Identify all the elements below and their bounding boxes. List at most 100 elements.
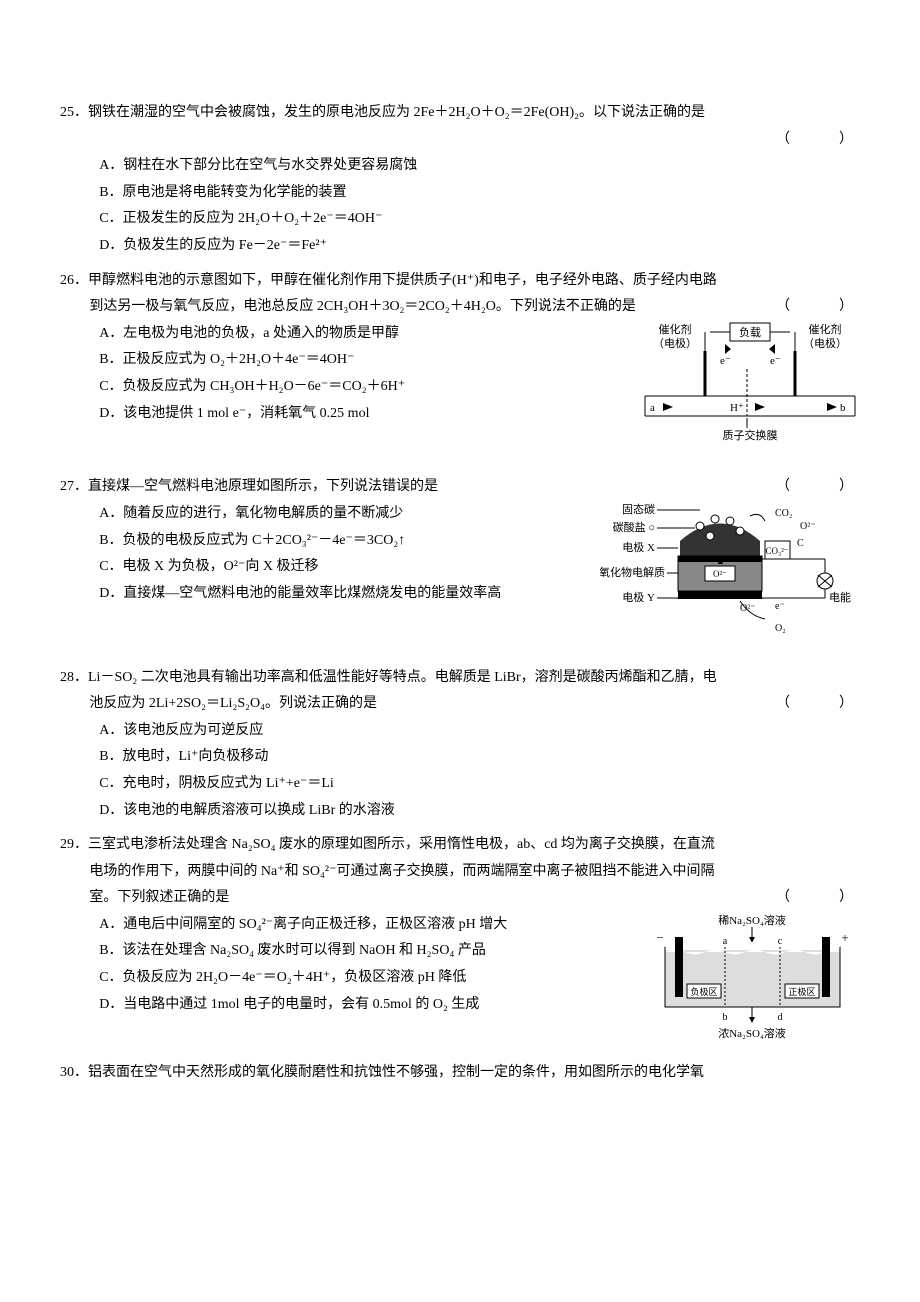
q26-paren: （ ）	[776, 294, 860, 321]
question-26: 26．甲醇燃料电池的示意图如下，甲醇在催化剂作用下提供质子(H⁺)和电子，电子经…	[60, 268, 860, 467]
svg-text:催化剂: 催化剂	[809, 322, 842, 336]
q26-option-d: D．该电池提供 1 mol e⁻，消耗氧气 0.25 mol	[99, 401, 625, 428]
q28-stem1-text: Li－SO₂ 二次电池具有输出功率高和低温性能好等特点。电解质是 LiBr，溶剂…	[88, 670, 717, 685]
q27-option-c: C．电极 X 为负极，O²⁻向 X 极迁移	[99, 554, 590, 581]
q28-paren: （ ）	[776, 691, 860, 718]
question-25: 25．钢铁在潮湿的空气中会被腐蚀，发生的原电池反应为 2Fe＋2H₂O＋O₂＝2…	[60, 100, 860, 260]
q26-options: A．左电极为电池的负极，a 处通入的物质是甲醇 B．正极反应式为 O₂＋2H₂O…	[60, 321, 625, 427]
svg-text:O₂: O₂	[775, 623, 786, 634]
q27-stem-text: 直接煤—空气燃料电池原理如图所示，下列说法错误的是	[88, 479, 438, 494]
question-29: 29．三室式电渗析法处理含 Na₂SO₄ 废水的原理如图所示，采用惰性电极，ab…	[60, 832, 860, 1052]
svg-text:稀Na₂SO₄溶液: 稀Na₂SO₄溶液	[718, 913, 786, 927]
q27-options: A．随着反应的进行，氧化物电解质的量不断减少 B．负极的电极反应式为 C＋2CO…	[60, 501, 590, 607]
q27-paren: （ ）	[805, 474, 860, 501]
q28-option-c: C．充电时，阴极反应式为 Li⁺+e⁻＝Li	[99, 771, 860, 798]
q27-option-d: D．直接煤—空气燃料电池的能量效率比煤燃烧发电的能量效率高	[99, 581, 590, 608]
svg-text:c: c	[778, 936, 783, 947]
q28-stem-line1: 28．Li－SO₂ 二次电池具有输出功率高和低温性能好等特点。电解质是 LiBr…	[60, 665, 860, 692]
q29-option-d: D．当电路中通过 1mol 电子的电量时，会有 0.5mol 的 O₂ 生成	[99, 992, 635, 1019]
svg-text:电极 X: 电极 X	[622, 540, 655, 554]
q27-figure: 固态碳 碳酸盐 ○ 电极 X 氧化物电解质 电极 Y	[600, 501, 860, 657]
q26-stem-line1: 26．甲醇燃料电池的示意图如下，甲醇在催化剂作用下提供质子(H⁺)和电子，电子经…	[60, 268, 860, 295]
svg-text:a: a	[650, 402, 655, 414]
svg-text:C: C	[797, 538, 804, 549]
q25-option-d: D．负极发生的反应为 Fe－2e⁻＝Fe²⁺	[99, 233, 860, 260]
svg-text:e⁻: e⁻	[720, 355, 731, 367]
q29-stem2-text: 电场的作用下，两膜中间的 Na⁺和 SO₄²⁻可通过离子交换膜，而两端隔室中离子…	[89, 864, 714, 879]
q25-number: 25．	[60, 105, 88, 120]
svg-text:质子交换膜: 质子交换膜	[723, 428, 778, 442]
svg-text:O²⁻: O²⁻	[713, 569, 727, 579]
svg-text:a: a	[723, 936, 728, 947]
q25-stem: 25．钢铁在潮湿的空气中会被腐蚀，发生的原电池反应为 2Fe＋2H₂O＋O₂＝2…	[60, 100, 860, 127]
svg-text:电能: 电能	[829, 590, 851, 604]
q26-option-a: A．左电极为电池的负极，a 处通入的物质是甲醇	[99, 321, 625, 348]
svg-text:H⁺: H⁺	[730, 402, 744, 414]
q25-option-b: B．原电池是将电能转变为化学能的装置	[99, 180, 860, 207]
svg-text:正极区: 正极区	[788, 986, 815, 997]
q26-stem2-text: 到达另一极与氧气反应，电池总反应 2CH₃OH＋3O₂＝2CO₂＋4H₂O。下列…	[89, 299, 635, 314]
q28-number: 28．	[60, 670, 88, 685]
q28-option-a: A．该电池反应为可逆反应	[99, 718, 860, 745]
svg-text:e⁻: e⁻	[775, 601, 785, 612]
q28-option-d: D．该电池的电解质溶液可以换成 LiBr 的水溶液	[99, 798, 860, 825]
svg-text:（电极）: （电极）	[803, 336, 847, 350]
q28-stem-line2: 池反应为 2Li+2SO₂＝Li₂S₂O₄。列说法正确的是 （ ）	[60, 691, 860, 718]
q26-option-c: C．负极反应式为 CH₃OH＋H₂O－6e⁻＝CO₂＋6H⁺	[99, 374, 625, 401]
q27-stem: 27．直接煤—空气燃料电池原理如图所示，下列说法错误的是 （ ）	[60, 474, 860, 501]
q25-option-a: A．钢柱在水下部分比在空气与水交界处更容易腐蚀	[99, 153, 860, 180]
question-30: 30．铝表面在空气中天然形成的氧化膜耐磨性和抗蚀性不够强，控制一定的条件，用如图…	[60, 1060, 860, 1087]
q25-option-c: C．正极发生的反应为 2H₂O＋O₂＋2e⁻＝4OH⁻	[99, 206, 860, 233]
q29-stem3-text: 室。下列叙述正确的是	[89, 890, 229, 905]
q26-stem1-text: 甲醇燃料电池的示意图如下，甲醇在催化剂作用下提供质子(H⁺)和电子，电子经外电路…	[88, 273, 717, 288]
svg-text:b: b	[840, 402, 846, 414]
svg-text:CO₂: CO₂	[775, 508, 792, 519]
q25-stem-text: 钢铁在潮湿的空气中会被腐蚀，发生的原电池反应为 2Fe＋2H₂O＋O₂＝2Fe(…	[88, 105, 705, 120]
svg-text:浓Na₂SO₄溶液: 浓Na₂SO₄溶液	[718, 1026, 786, 1040]
q25-options: A．钢柱在水下部分比在空气与水交界处更容易腐蚀 B．原电池是将电能转变为化学能的…	[60, 153, 860, 259]
svg-text:负载: 负载	[739, 325, 761, 339]
q26-number: 26．	[60, 273, 88, 288]
question-28: 28．Li－SO₂ 二次电池具有输出功率高和低温性能好等特点。电解质是 LiBr…	[60, 665, 860, 825]
q29-stem1-text: 三室式电渗析法处理含 Na₂SO₄ 废水的原理如图所示，采用惰性电极，ab、cd…	[88, 837, 715, 852]
svg-text:b: b	[723, 1012, 728, 1023]
svg-text:O²⁻: O²⁻	[800, 521, 816, 532]
q28-options: A．该电池反应为可逆反应 B．放电时，Li⁺向负极移动 C．充电时，阴极反应式为…	[60, 718, 860, 824]
q29-number: 29．	[60, 837, 88, 852]
svg-text:催化剂: 催化剂	[659, 322, 692, 336]
q29-option-a: A．通电后中间隔室的 SO₄²⁻离子向正极迁移，正极区溶液 pH 增大	[99, 912, 635, 939]
svg-text:固态碳: 固态碳	[622, 502, 655, 516]
svg-text:e⁻: e⁻	[770, 355, 781, 367]
q29-figure: 稀Na₂SO₄溶液 − + a c	[645, 912, 860, 1053]
svg-text:d: d	[778, 1012, 783, 1023]
q30-stem: 30．铝表面在空气中天然形成的氧化膜耐磨性和抗蚀性不够强，控制一定的条件，用如图…	[60, 1060, 860, 1087]
electrodialysis-diagram-icon: 稀Na₂SO₄溶液 − + a c	[645, 912, 860, 1042]
q29-option-c: C．负极反应为 2H₂O－4e⁻＝O₂＋4H⁺，负极区溶液 pH 降低	[99, 965, 635, 992]
q29-stem-line3: 室。下列叙述正确的是 （ ）	[60, 885, 860, 912]
q27-option-a: A．随着反应的进行，氧化物电解质的量不断减少	[99, 501, 590, 528]
q26-option-b: B．正极反应式为 O₂＋2H₂O＋4e⁻＝4OH⁻	[99, 347, 625, 374]
svg-text:负极区: 负极区	[690, 986, 717, 997]
svg-text:电极 Y: 电极 Y	[622, 590, 655, 604]
svg-text:氧化物电解质: 氧化物电解质	[600, 565, 665, 579]
q25-paren: （ ）	[60, 127, 860, 154]
svg-text:碳酸盐 ○: 碳酸盐 ○	[613, 520, 655, 534]
svg-text:−: −	[656, 930, 663, 945]
svg-text:+: +	[841, 930, 848, 945]
q26-stem-line2: 到达另一极与氧气反应，电池总反应 2CH₃OH＋3O₂＝2CO₂＋4H₂O。下列…	[60, 294, 860, 321]
q29-option-b: B．该法在处理含 Na₂SO₄ 废水时可以得到 NaOH 和 H₂SO₄ 产品	[99, 938, 635, 965]
svg-text:CO₃²⁻: CO₃²⁻	[765, 546, 788, 556]
q28-option-b: B．放电时，Li⁺向负极移动	[99, 744, 860, 771]
q29-stem-line1: 29．三室式电渗析法处理含 Na₂SO₄ 废水的原理如图所示，采用惰性电极，ab…	[60, 832, 860, 859]
coal-air-cell-diagram-icon: 固态碳 碳酸盐 ○ 电极 X 氧化物电解质 电极 Y	[600, 501, 860, 646]
fuel-cell-diagram-icon: 负载 催化剂 （电极） 催化剂 （电极） e⁻ e⁻	[635, 321, 860, 456]
q27-option-b: B．负极的电极反应式为 C＋2CO₃²⁻－4e⁻＝3CO₂↑	[99, 528, 590, 555]
q27-number: 27．	[60, 479, 88, 494]
q26-figure: 负载 催化剂 （电极） 催化剂 （电极） e⁻ e⁻	[635, 321, 860, 467]
q29-stem-line2: 电场的作用下，两膜中间的 Na⁺和 SO₄²⁻可通过离子交换膜，而两端隔室中离子…	[60, 859, 860, 886]
q30-number: 30．	[60, 1065, 88, 1080]
question-27: 27．直接煤—空气燃料电池原理如图所示，下列说法错误的是 （ ） A．随着反应的…	[60, 474, 860, 656]
q30-stem-text: 铝表面在空气中天然形成的氧化膜耐磨性和抗蚀性不够强，控制一定的条件，用如图所示的…	[88, 1065, 704, 1080]
q28-stem2-text: 池反应为 2Li+2SO₂＝Li₂S₂O₄。列说法正确的是	[89, 696, 377, 711]
q29-paren: （ ）	[776, 885, 860, 912]
